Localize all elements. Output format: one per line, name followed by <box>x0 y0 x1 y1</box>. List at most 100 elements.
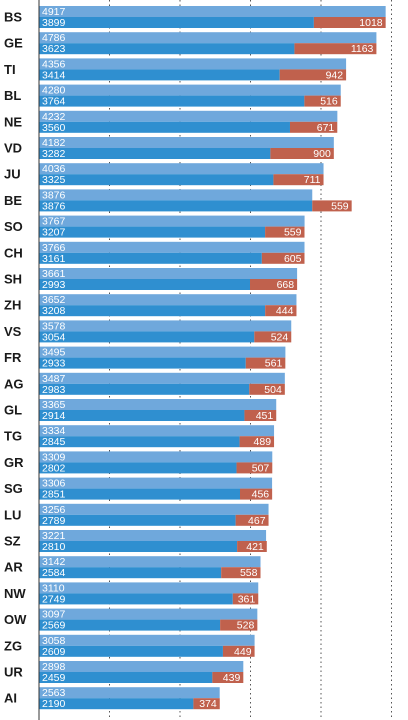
bar-bottom <box>39 672 213 683</box>
bar-stack-segment <box>221 567 261 579</box>
bar-top-value-label: 3487 <box>42 373 66 385</box>
bar-bottom-value-label: 2933 <box>42 358 66 370</box>
bar-top-value-label: 3334 <box>42 425 66 437</box>
bar-top-value-label: 3365 <box>42 399 66 411</box>
bar-bottom-value-label: 2609 <box>42 646 66 658</box>
bar-bottom <box>39 619 221 631</box>
bar-top <box>39 189 313 201</box>
category-label: NE <box>4 114 22 129</box>
bar-stack-segment <box>312 200 352 212</box>
bar-stack-segment <box>245 357 286 369</box>
bar-bottom <box>39 69 280 81</box>
bar-top <box>39 241 305 253</box>
bar-stack-value-label: 942 <box>326 69 344 81</box>
category-label: FR <box>4 350 22 365</box>
bar-stack-segment <box>250 279 298 290</box>
bar-stack-value-label: 559 <box>331 200 349 212</box>
bar-bottom <box>39 305 266 317</box>
bar-bottom <box>39 383 250 395</box>
bar-stack-value-label: 444 <box>276 305 294 317</box>
category-label: TI <box>4 62 16 77</box>
bar-top <box>39 503 269 515</box>
bar-stack-value-label: 559 <box>284 227 302 239</box>
bar-top-value-label: 4786 <box>42 32 66 44</box>
bar-stack-value-label: 711 <box>304 174 321 186</box>
bar-stack-value-label: 467 <box>248 515 266 527</box>
bar-stack-segment <box>236 462 273 474</box>
bar-stack-segment <box>244 410 277 421</box>
bar-bottom-value-label: 2914 <box>42 410 66 422</box>
category-label: GE <box>4 36 23 51</box>
category-label: JU <box>4 167 21 182</box>
bar-top-value-label: 3306 <box>42 478 66 490</box>
bar-stack-segment <box>279 69 347 81</box>
bar-stack-value-label: 504 <box>264 384 282 396</box>
bar-bottom <box>39 148 271 159</box>
bar-top <box>39 163 324 175</box>
bar-bottom-value-label: 3764 <box>42 96 66 108</box>
bar-bottom <box>39 645 223 657</box>
bar-bottom-value-label: 2569 <box>42 620 66 632</box>
category-label: SG <box>4 481 23 496</box>
bar-bottom-value-label: 3325 <box>42 174 66 186</box>
bar-bottom-value-label: 3161 <box>42 253 66 265</box>
bar-top-value-label: 4232 <box>42 111 66 123</box>
bar-top <box>39 425 275 437</box>
bar-bottom <box>39 514 236 526</box>
bar-bottom-value-label: 2851 <box>42 489 66 501</box>
category-label: SH <box>4 272 22 287</box>
bar-top <box>39 477 273 489</box>
bar-top-value-label: 3256 <box>42 504 66 516</box>
bar-bottom-value-label: 3899 <box>42 17 66 29</box>
bar-top-value-label: 3652 <box>42 294 66 306</box>
bar-top-value-label: 4917 <box>42 6 66 18</box>
bar-stack-segment <box>304 95 341 107</box>
bar-top <box>39 634 255 646</box>
bar-top <box>39 6 386 17</box>
bar-bottom <box>39 279 251 290</box>
bar-bottom-value-label: 2459 <box>42 672 66 684</box>
bar-top-value-label: 2898 <box>42 661 66 673</box>
bar-top <box>39 58 347 70</box>
bar-stack-value-label: 516 <box>320 96 338 108</box>
bar-bottom <box>39 252 262 264</box>
bar-stack-segment <box>212 672 244 683</box>
bar-stack-segment <box>261 252 305 264</box>
bar-top-value-label: 3766 <box>42 242 66 254</box>
bar-bottom <box>39 488 240 500</box>
bar-top-value-label: 3495 <box>42 347 66 359</box>
bar-bottom-value-label: 3054 <box>42 331 66 343</box>
bar-bottom-value-label: 3623 <box>42 43 66 55</box>
bar-bottom <box>39 200 313 212</box>
category-label: GR <box>4 455 24 470</box>
category-label: OW <box>4 612 27 627</box>
bar-bottom <box>39 331 255 343</box>
bar-top <box>39 137 334 148</box>
bar-stack-value-label: 449 <box>234 646 252 658</box>
bar-stack-value-label: 605 <box>284 253 302 265</box>
bar-top <box>39 110 338 122</box>
category-label: BL <box>4 88 21 103</box>
bar-stack-segment <box>313 17 386 28</box>
bar-stack-value-label: 507 <box>252 462 270 474</box>
bar-stack-value-label: 374 <box>199 698 217 710</box>
bar-top <box>39 372 285 384</box>
bar-stack-segment <box>220 619 258 631</box>
bar-top <box>39 399 277 410</box>
bar-stack-value-label: 361 <box>238 593 256 605</box>
bar-bottom <box>39 357 246 369</box>
bar-stack-value-label: 489 <box>254 436 272 448</box>
bar-stack-value-label: 528 <box>237 620 255 632</box>
bar-stack-segment <box>294 43 377 55</box>
bar-bottom <box>39 698 194 710</box>
category-label: SO <box>4 219 23 234</box>
bar-top-value-label: 3578 <box>42 320 66 332</box>
bar-bottom <box>39 541 238 552</box>
bar-top-value-label: 3876 <box>42 189 66 201</box>
bar-bottom-value-label: 3208 <box>42 305 66 317</box>
bar-top-value-label: 3767 <box>42 216 66 228</box>
category-label: GL <box>4 403 22 418</box>
category-label: ZH <box>4 298 21 313</box>
